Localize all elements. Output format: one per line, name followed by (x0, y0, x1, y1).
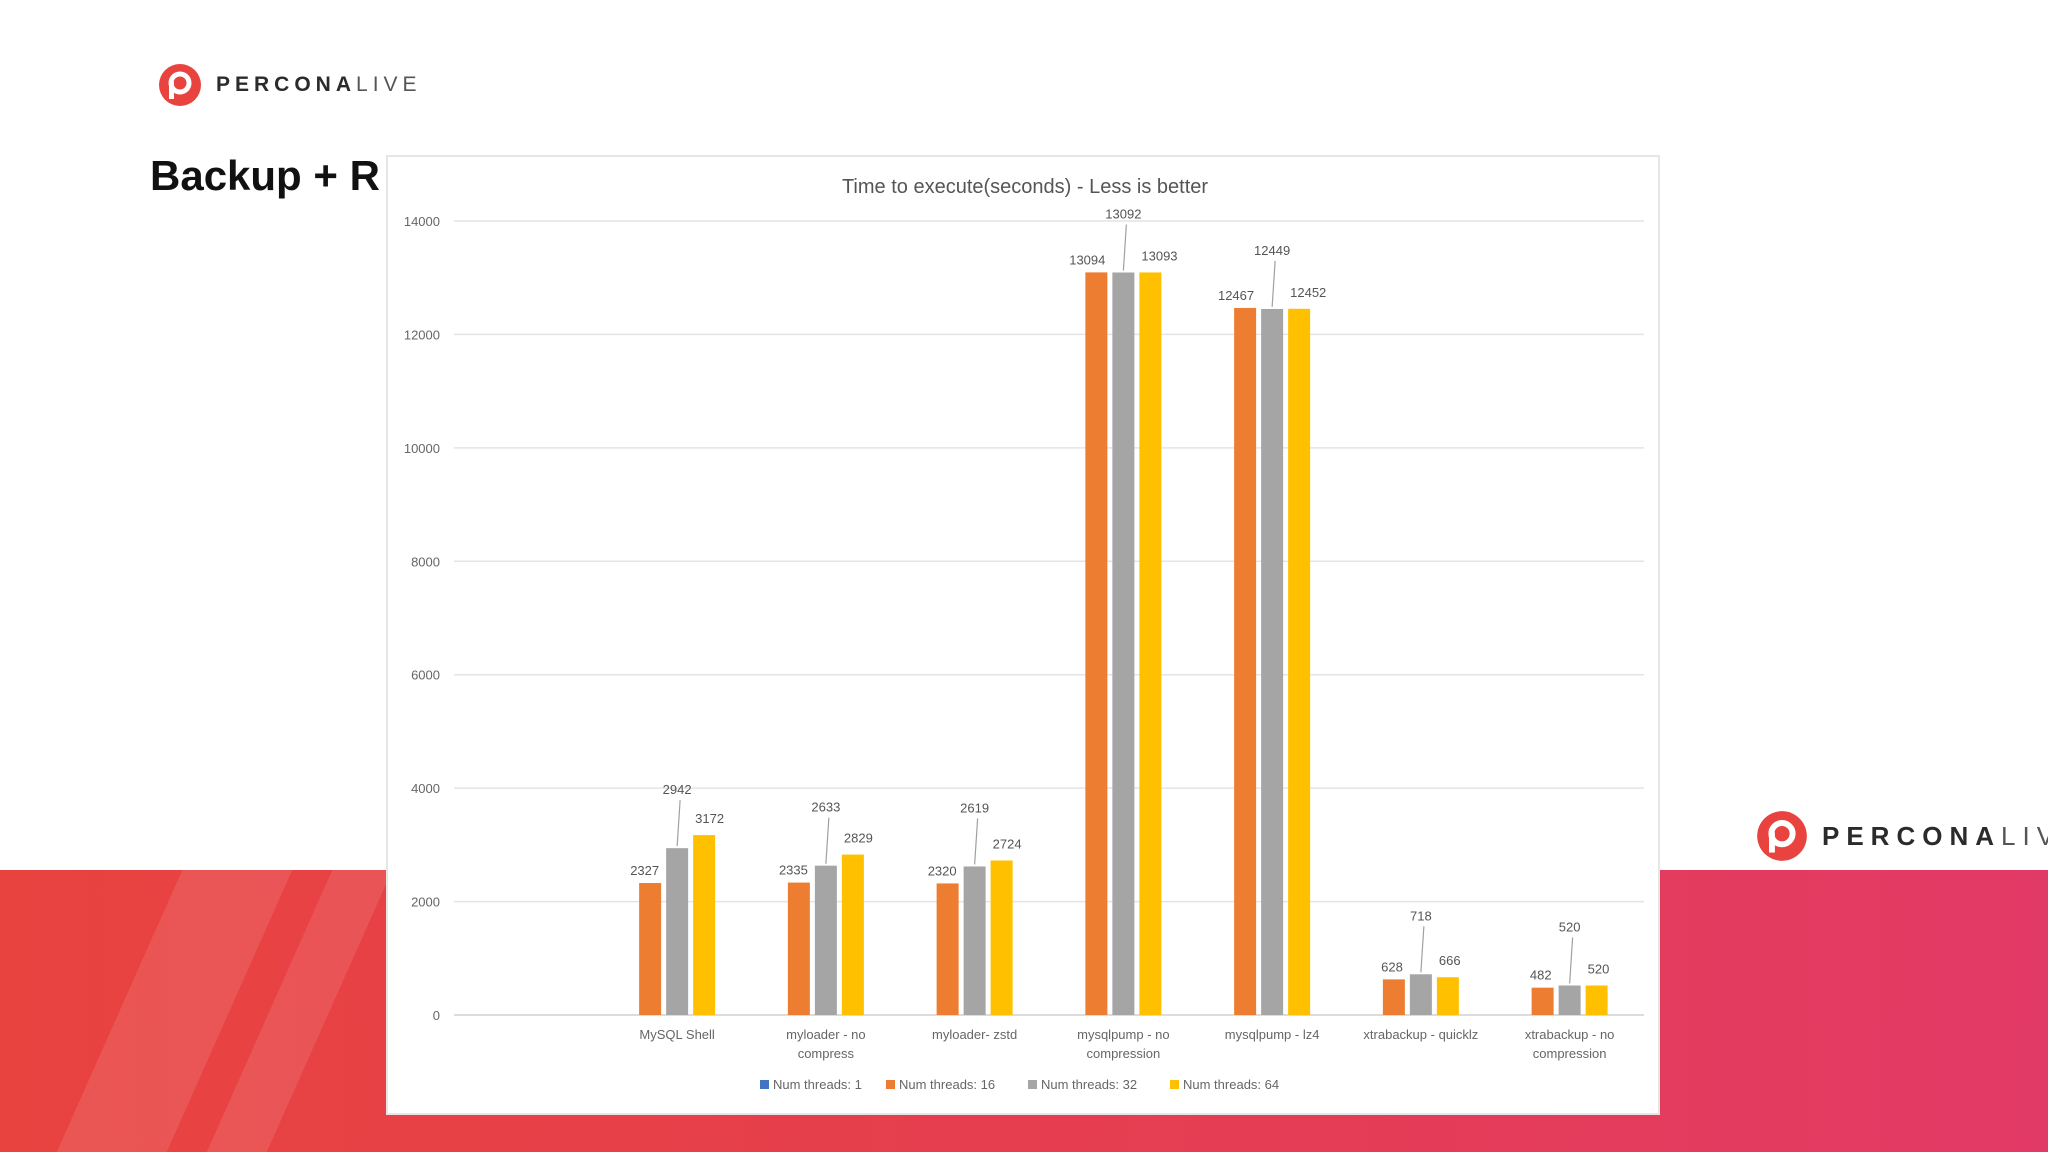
bar (639, 883, 662, 1015)
bar (841, 854, 864, 1015)
data-label: 12449 (1254, 243, 1290, 258)
leader-line (1420, 926, 1425, 973)
bar (1085, 272, 1108, 1015)
brand-name: PERCONALIVE (1822, 820, 2048, 851)
legend-swatch (886, 1080, 895, 1089)
leader-line (1271, 260, 1276, 308)
x-tick-label: myloader- zstd (932, 1027, 1017, 1042)
data-label: 520 (1559, 920, 1581, 935)
bar (666, 848, 689, 1015)
x-tick-label: mysqlpump - no (1077, 1027, 1169, 1042)
brand-logo: PERCONALIVE (158, 63, 422, 107)
bar (1261, 308, 1284, 1015)
x-tick-label: compression (1533, 1046, 1607, 1061)
bar-chart: Time to execute(seconds) - Less is bette… (404, 176, 1644, 1092)
percona-p-icon (1757, 811, 1807, 861)
data-label: 666 (1439, 953, 1461, 968)
bar (1585, 985, 1608, 1015)
x-tick-label: xtrabackup - no (1525, 1027, 1615, 1042)
data-label: 12467 (1218, 288, 1254, 303)
legend-entry: Num threads: 16 (899, 1077, 995, 1092)
bar (693, 835, 716, 1015)
bar (936, 883, 959, 1015)
data-label: 482 (1530, 968, 1552, 983)
data-label: 718 (1410, 908, 1432, 923)
leader-line (974, 818, 979, 865)
data-label: 2619 (960, 800, 989, 815)
bar (990, 860, 1013, 1015)
y-tick-label: 14000 (404, 214, 440, 229)
bar (1558, 985, 1581, 1015)
brand-name: PERCONALIVE (216, 73, 422, 96)
x-tick-label: MySQL Shell (639, 1027, 714, 1042)
data-label: 520 (1588, 962, 1610, 977)
legend-entry: Num threads: 32 (1041, 1077, 1137, 1092)
bar (1234, 307, 1257, 1015)
legend-entry: Num threads: 1 (773, 1077, 862, 1092)
legend-swatch (1170, 1080, 1179, 1089)
brand-logo-secondary: PERCONALIVE (1756, 810, 2048, 862)
y-tick-label: 10000 (404, 441, 440, 456)
y-tick-label: 6000 (411, 668, 440, 683)
chart-panel: Time to execute(seconds) - Less is bette… (386, 155, 1660, 1115)
bar (1139, 272, 1162, 1016)
leader-line (825, 817, 830, 864)
x-tick-label: xtrabackup - quicklz (1363, 1027, 1478, 1042)
data-label: 2942 (663, 782, 692, 797)
y-tick-label: 2000 (411, 895, 440, 910)
data-label: 13094 (1069, 252, 1105, 267)
data-label: 2724 (993, 837, 1022, 852)
data-label: 13093 (1141, 248, 1177, 263)
legend-swatch (1028, 1080, 1037, 1089)
bar (1382, 979, 1405, 1015)
y-tick-label: 12000 (404, 327, 440, 342)
legend-entry: Num threads: 64 (1183, 1077, 1279, 1092)
chart-title: Time to execute(seconds) - Less is bette… (842, 176, 1208, 198)
y-tick-label: 0 (433, 1008, 440, 1023)
bar (787, 882, 810, 1015)
x-tick-label: myloader - no (786, 1027, 865, 1042)
data-label: 2633 (811, 800, 840, 815)
data-label: 628 (1381, 959, 1403, 974)
percona-p-icon (159, 64, 201, 106)
page-title: Backup + R (150, 152, 380, 199)
bar (963, 866, 986, 1015)
legend-swatch (760, 1080, 769, 1089)
bar (1288, 308, 1311, 1015)
data-label: 2320 (928, 863, 957, 878)
x-tick-label: mysqlpump - lz4 (1225, 1027, 1320, 1042)
data-label: 12452 (1290, 285, 1326, 300)
bar (1531, 987, 1554, 1015)
bar (1436, 977, 1459, 1015)
leader-line (676, 800, 681, 847)
bar (814, 865, 837, 1015)
data-label: 3172 (695, 811, 724, 826)
data-label: 2327 (630, 863, 659, 878)
data-label: 13092 (1105, 206, 1141, 221)
leader-line (1122, 224, 1127, 271)
data-label: 2335 (779, 863, 808, 878)
data-label: 2829 (844, 831, 873, 846)
x-tick-label: compress (798, 1046, 855, 1061)
y-tick-label: 4000 (411, 781, 440, 796)
leader-line (1569, 937, 1574, 984)
y-tick-label: 8000 (411, 554, 440, 569)
bar (1112, 272, 1135, 1015)
bar (1409, 974, 1432, 1015)
x-tick-label: compression (1087, 1046, 1161, 1061)
